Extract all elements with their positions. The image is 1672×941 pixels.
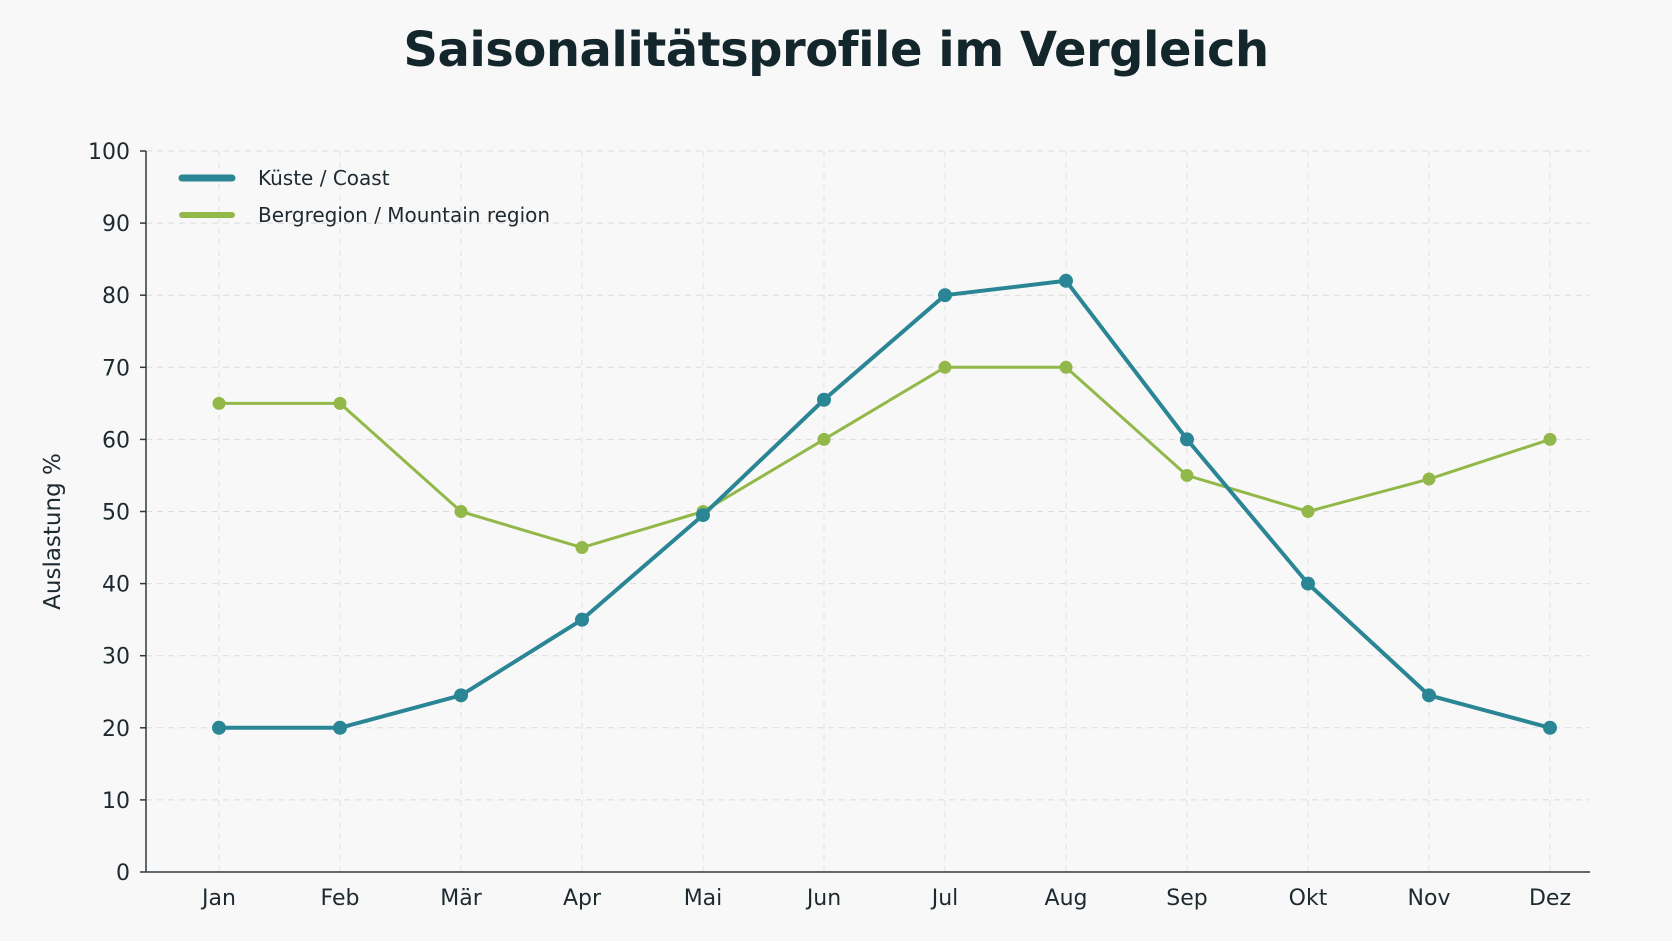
data-point [1059, 273, 1073, 288]
x-tick-label: Apr [563, 886, 602, 911]
data-point [817, 392, 831, 407]
y-tick-label: 70 [102, 356, 130, 381]
data-point [1301, 505, 1315, 518]
y-tick-label: 20 [102, 717, 130, 742]
data-point [938, 360, 952, 374]
data-point [938, 288, 952, 303]
data-point [1543, 432, 1557, 446]
y-axis-title: Auslastung % [40, 453, 66, 610]
data-point [1059, 360, 1073, 374]
x-tick-label: Nov [1408, 886, 1451, 911]
data-point [1543, 720, 1557, 735]
y-tick-label: 80 [102, 284, 130, 309]
axes: 0 10 20 30 40 50 60 70 80 90 100 Jan Feb Mär Apr Mai Jun… [40, 140, 1590, 911]
legend-label: Bergregion / Mountain region [258, 203, 550, 227]
legend-label: Küste / Coast [258, 166, 390, 190]
data-point [1301, 576, 1315, 591]
y-tick-label: 10 [102, 789, 130, 814]
x-tick-label: Dez [1529, 886, 1571, 911]
data-point [1180, 432, 1194, 447]
legend-item: Bergregion / Mountain region [179, 203, 550, 227]
x-tick-label: Jun [805, 886, 841, 911]
y-tick-label: 60 [102, 428, 130, 453]
data-point [1422, 472, 1436, 486]
series-line [217, 278, 1552, 730]
series-lines [212, 273, 1557, 735]
x-tick-label: Sep [1166, 886, 1207, 911]
legend: Küste / Coast Bergregion / Mountain regio… [178, 166, 550, 227]
legend-item: Küste / Coast [178, 166, 390, 190]
data-point [1422, 688, 1436, 703]
grid-lines [146, 150, 1590, 872]
y-tick-label: 0 [116, 861, 130, 886]
series-line [217, 365, 1552, 550]
data-point [454, 505, 468, 518]
chart-title: Saisonalitätsprofile im Vergleich [403, 22, 1269, 78]
data-point [575, 612, 589, 627]
y-tick-label: 40 [102, 573, 130, 598]
data-point [696, 508, 710, 523]
series-0 [212, 273, 1557, 735]
data-point [575, 541, 589, 555]
x-tick-label: Jan [200, 886, 236, 911]
data-point [333, 396, 347, 410]
y-tick-label: 90 [102, 212, 130, 237]
data-point [333, 720, 347, 735]
data-point [1180, 468, 1194, 482]
data-point [212, 396, 226, 410]
y-tick-label: 50 [102, 501, 130, 526]
x-tick-label: Mär [440, 886, 482, 911]
y-tick-label: 100 [88, 140, 130, 165]
x-tick-label: Aug [1045, 886, 1088, 911]
data-point [454, 688, 468, 703]
x-tick-label: Okt [1289, 886, 1328, 911]
y-tick-label: 30 [102, 645, 130, 670]
data-point [817, 432, 831, 446]
series-1 [212, 360, 1557, 555]
x-tick-label: Mai [684, 886, 723, 911]
x-tick-label: Feb [321, 886, 360, 911]
x-tick-label: Jul [930, 886, 959, 911]
data-point [212, 720, 226, 735]
